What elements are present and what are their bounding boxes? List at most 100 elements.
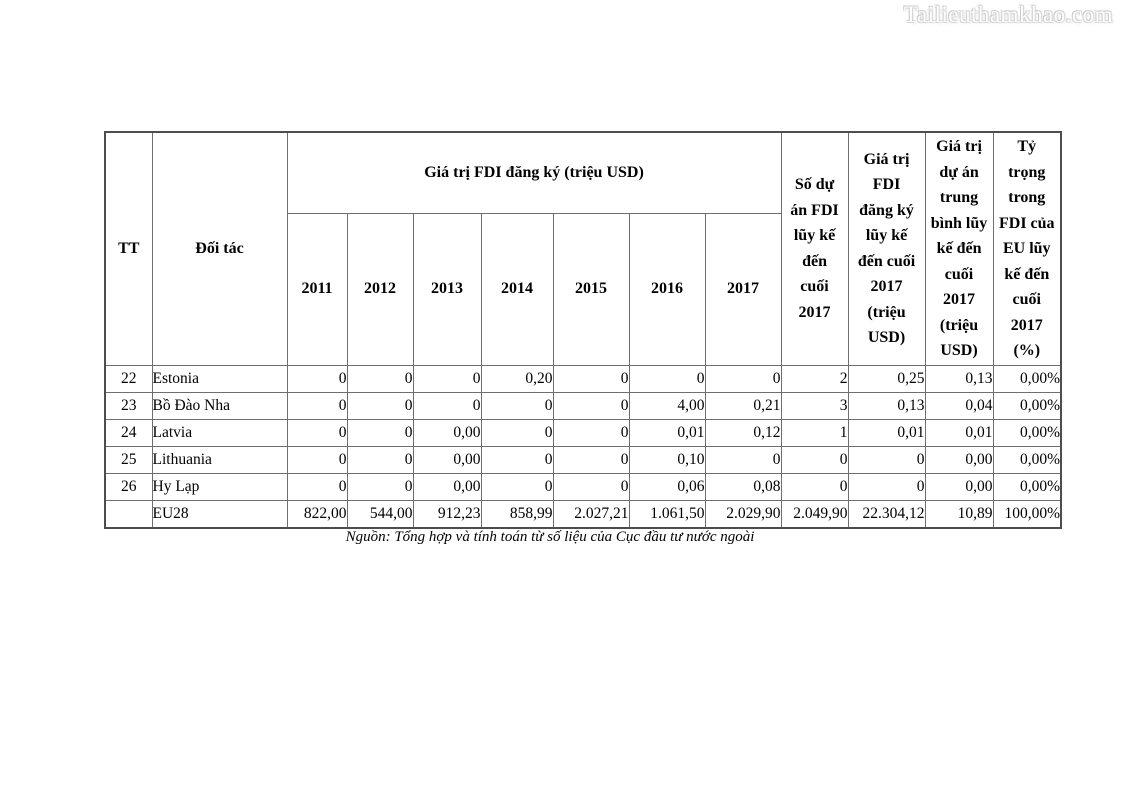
cell-value: 0,00 — [412, 445, 482, 474]
cell-value: 0 — [480, 418, 554, 447]
header-year-2012: 2012 — [346, 212, 414, 366]
cell-value: 3 — [780, 391, 849, 420]
cell-value: 22.304,12 — [847, 499, 926, 528]
header-partner: Đối tác — [151, 131, 288, 366]
cell-value: 0,06 — [628, 472, 706, 501]
table-row: 22 Estonia 0 0 0 0,20 0 0 0 2 0,25 0,13 0,00% — [104, 364, 1062, 393]
cell-value: 2.029,90 — [704, 499, 782, 528]
cell-value: 0 — [286, 364, 348, 393]
table-row: 26 Hy Lạp 0 0 0,00 0 0 0,06 0,08 0 0 0,00 0,00% — [104, 472, 1062, 501]
cell-value: 858,99 — [480, 499, 554, 528]
header-fdi-registered-group: Giá trị FDI đăng ký (triệu USD) — [286, 131, 782, 214]
cell-value: 0,00 — [412, 418, 482, 447]
header-cumulative-projects: Số dự án FDI lũy kế đến cuối 2017 — [780, 131, 849, 366]
table-body: 22 Estonia 0 0 0 0,20 0 0 0 2 0,25 0,13 0,00% 23 Bồ Đà… — [104, 364, 1062, 528]
cell-value: 0,13 — [924, 364, 994, 393]
header-cumulative-value: Giá trị FDI đăng ký lũy kế đến cuối 2017… — [847, 131, 926, 366]
cell-value: 0 — [628, 364, 706, 393]
header-year-2016: 2016 — [628, 212, 706, 366]
header-year-2015: 2015 — [552, 212, 630, 366]
cell-value: 0,13 — [847, 391, 926, 420]
fdi-table-container: TT Đối tác Giá trị FDI đăng ký (triệu US… — [104, 131, 1063, 529]
header-average-project-value: Giá trị dự án trung bình lũy kế đến cuối… — [924, 131, 994, 366]
cell-value: 0 — [346, 364, 414, 393]
header-tt: TT — [104, 131, 153, 366]
cell-value: 0,01 — [628, 418, 706, 447]
watermark: Tailieuthamkhao.com — [903, 2, 1113, 27]
cell-partner: Hy Lạp — [151, 472, 288, 501]
cell-value: 0,20 — [480, 364, 554, 393]
cell-value: 2.049,90 — [780, 499, 849, 528]
cell-tt: 24 — [104, 418, 153, 447]
cell-value: 0 — [780, 472, 849, 501]
cell-partner: Lithuania — [151, 445, 288, 474]
cell-value: 0,04 — [924, 391, 994, 420]
header-eu-share: Tỷ trọng trong FDI của EU lũy kế đến cuố… — [992, 131, 1062, 366]
cell-value: 0 — [552, 445, 630, 474]
cell-value: 4,00 — [628, 391, 706, 420]
cell-tt — [104, 499, 153, 528]
table-row: EU28 822,00 544,00 912,23 858,99 2.027,21 1.06… — [104, 499, 1062, 528]
cell-value: 0,00 — [924, 472, 994, 501]
cell-value: 0 — [346, 472, 414, 501]
header-year-2017: 2017 — [704, 212, 782, 366]
table-row: 24 Latvia 0 0 0,00 0 0 0,01 0,12 1 0,01 0,01 0,00% — [104, 418, 1062, 447]
cell-value: 2.027,21 — [552, 499, 630, 528]
cell-value: 0 — [704, 364, 782, 393]
header-year-2014: 2014 — [480, 212, 554, 366]
cell-partner: Estonia — [151, 364, 288, 393]
cell-value: 0,12 — [704, 418, 782, 447]
cell-value: 0 — [412, 364, 482, 393]
cell-value: 0,01 — [847, 418, 926, 447]
cell-value: 0 — [847, 445, 926, 474]
cell-value: 0,00% — [992, 418, 1062, 447]
header-year-2013: 2013 — [412, 212, 482, 366]
cell-value: 822,00 — [286, 499, 348, 528]
cell-value: 0,00 — [412, 472, 482, 501]
cell-value: 0 — [286, 391, 348, 420]
cell-value: 0,10 — [628, 445, 706, 474]
cell-value: 0,01 — [924, 418, 994, 447]
cell-value: 0 — [552, 364, 630, 393]
cell-value: 0,00% — [992, 364, 1062, 393]
cell-value: 0 — [552, 418, 630, 447]
header-year-2011: 2011 — [286, 212, 348, 366]
cell-value: 0 — [346, 418, 414, 447]
cell-partner: EU28 — [151, 499, 288, 528]
cell-value: 0 — [480, 445, 554, 474]
cell-tt: 26 — [104, 472, 153, 501]
cell-value: 0 — [480, 391, 554, 420]
fdi-table: TT Đối tác Giá trị FDI đăng ký (triệu US… — [104, 131, 1063, 529]
cell-partner: Bồ Đào Nha — [151, 391, 288, 420]
cell-value: 0 — [704, 445, 782, 474]
cell-value: 0,08 — [704, 472, 782, 501]
cell-value: 1 — [780, 418, 849, 447]
cell-value: 0,00 — [924, 445, 994, 474]
cell-value: 544,00 — [346, 499, 414, 528]
source-note: Nguồn: Tổng hợp và tính toán từ số liệu … — [345, 529, 755, 545]
header-row-group: TT Đối tác Giá trị FDI đăng ký (triệu US… — [104, 131, 1062, 366]
cell-value: 0 — [346, 391, 414, 420]
cell-tt: 22 — [104, 364, 153, 393]
cell-value: 1.061,50 — [628, 499, 706, 528]
cell-value: 0 — [286, 472, 348, 501]
cell-tt: 23 — [104, 391, 153, 420]
cell-value: 0,00% — [992, 472, 1062, 501]
cell-value: 912,23 — [412, 499, 482, 528]
table-row: 23 Bồ Đào Nha 0 0 0 0 0 4,00 0,21 3 0,13 0,04 0,00% — [104, 391, 1062, 420]
cell-value: 0 — [780, 445, 849, 474]
cell-value: 2 — [780, 364, 849, 393]
cell-value: 0 — [480, 472, 554, 501]
cell-value: 0 — [286, 445, 348, 474]
cell-tt: 25 — [104, 445, 153, 474]
cell-value: 0,21 — [704, 391, 782, 420]
table-row: 25 Lithuania 0 0 0,00 0 0 0,10 0 0 0 0,00 0,00% — [104, 445, 1062, 474]
cell-value: 0,00% — [992, 445, 1062, 474]
cell-value: 0 — [847, 472, 926, 501]
cell-value: 0 — [552, 391, 630, 420]
cell-value: 0 — [552, 472, 630, 501]
header-row-years: 2011 2012 2013 2014 2015 2016 2017 — [105, 212, 1061, 366]
cell-value: 100,00% — [992, 499, 1062, 528]
cell-value: 10,89 — [924, 499, 994, 528]
cell-value: 0,00% — [992, 391, 1062, 420]
